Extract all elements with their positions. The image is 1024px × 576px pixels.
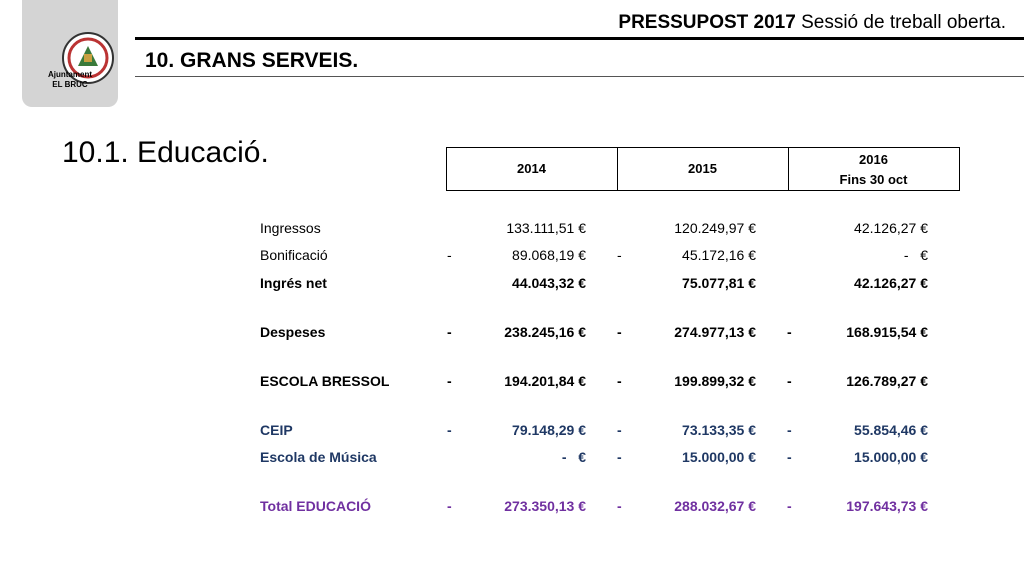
- cell-sign: -: [617, 324, 622, 340]
- column-note: Fins 30 oct: [839, 172, 908, 187]
- cell-sign: -: [787, 324, 792, 340]
- column-year: 2016: [859, 152, 888, 167]
- cell-sign: -: [447, 422, 452, 438]
- row-label: Total EDUCACIÓ: [260, 498, 371, 514]
- cell-amount: 89.068,19 €: [512, 247, 586, 263]
- cell-amount: - €: [903, 247, 928, 263]
- logo-text: Ajuntament: [48, 70, 92, 79]
- subsection-title: 10.1. Educació.: [62, 136, 269, 169]
- cell-amount: 238.245,16 €: [504, 324, 586, 340]
- cell-sign: -: [787, 422, 792, 438]
- cell-amount: 273.350,13 €: [504, 498, 586, 514]
- row-label: Bonificació: [260, 247, 328, 263]
- cell-sign: -: [617, 422, 622, 438]
- header-title-bold: PRESSUPOST 2017: [618, 12, 796, 33]
- row-label: Despeses: [260, 324, 326, 340]
- cell-sign: -: [617, 449, 622, 465]
- cell-sign: -: [447, 373, 452, 389]
- column-year: 2015: [688, 161, 717, 176]
- cell-amount: 199.899,32 €: [674, 373, 756, 389]
- cell-sign: -: [787, 373, 792, 389]
- cell-amount: - €: [561, 449, 586, 465]
- cell-amount: 274.977,13 €: [674, 324, 756, 340]
- cell-amount: 44.043,32 €: [512, 275, 586, 291]
- logo-text: EL BRUC: [52, 80, 88, 89]
- section-title: 10. GRANS SERVEIS.: [145, 49, 359, 72]
- cell-sign: -: [617, 247, 622, 263]
- cell-sign: -: [787, 498, 792, 514]
- cell-amount: 55.854,46 €: [854, 422, 928, 438]
- cell-sign: -: [447, 324, 452, 340]
- cell-amount: 126.789,27 €: [846, 373, 928, 389]
- cell-amount: 288.032,67 €: [674, 498, 756, 514]
- header-title: PRESSUPOST 2017 Sessió de treball oberta…: [618, 12, 1006, 34]
- cell-amount: 73.133,35 €: [682, 422, 756, 438]
- row-label: CEIP: [260, 422, 293, 438]
- cell-amount: 194.201,84 €: [504, 373, 586, 389]
- logo-box: Ajuntament EL BRUC: [22, 0, 118, 107]
- header-title-rest: Sessió de treball oberta.: [801, 12, 1006, 33]
- cell-amount: 197.643,73 €: [846, 498, 928, 514]
- logo-emblem: [61, 32, 114, 84]
- header-rule: [135, 37, 1024, 40]
- cell-amount: 42.126,27 €: [854, 275, 928, 291]
- section-rule: [135, 76, 1024, 77]
- cell-amount: 15.000,00 €: [854, 449, 928, 465]
- cell-amount: 168.915,54 €: [846, 324, 928, 340]
- cell-amount: 45.172,16 €: [682, 247, 756, 263]
- cell-sign: -: [447, 498, 452, 514]
- row-label: Escola de Música: [260, 449, 377, 465]
- row-label: ESCOLA BRESSOL: [260, 373, 390, 389]
- cell-amount: 75.077,81 €: [682, 275, 756, 291]
- cell-sign: -: [617, 373, 622, 389]
- cell-amount: 133.111,51 €: [506, 220, 586, 236]
- cell-amount: 15.000,00 €: [682, 449, 756, 465]
- row-label: Ingrés net: [260, 275, 327, 291]
- cell-sign: -: [617, 498, 622, 514]
- cell-sign: -: [447, 247, 452, 263]
- row-label: Ingressos: [260, 220, 321, 236]
- cell-amount: 79.148,29 €: [512, 422, 586, 438]
- cell-sign: -: [787, 449, 792, 465]
- cell-amount: 120.249,97 €: [674, 220, 756, 236]
- column-year: 2014: [517, 161, 546, 176]
- header-cell: [788, 147, 960, 191]
- cell-amount: 42.126,27 €: [854, 220, 928, 236]
